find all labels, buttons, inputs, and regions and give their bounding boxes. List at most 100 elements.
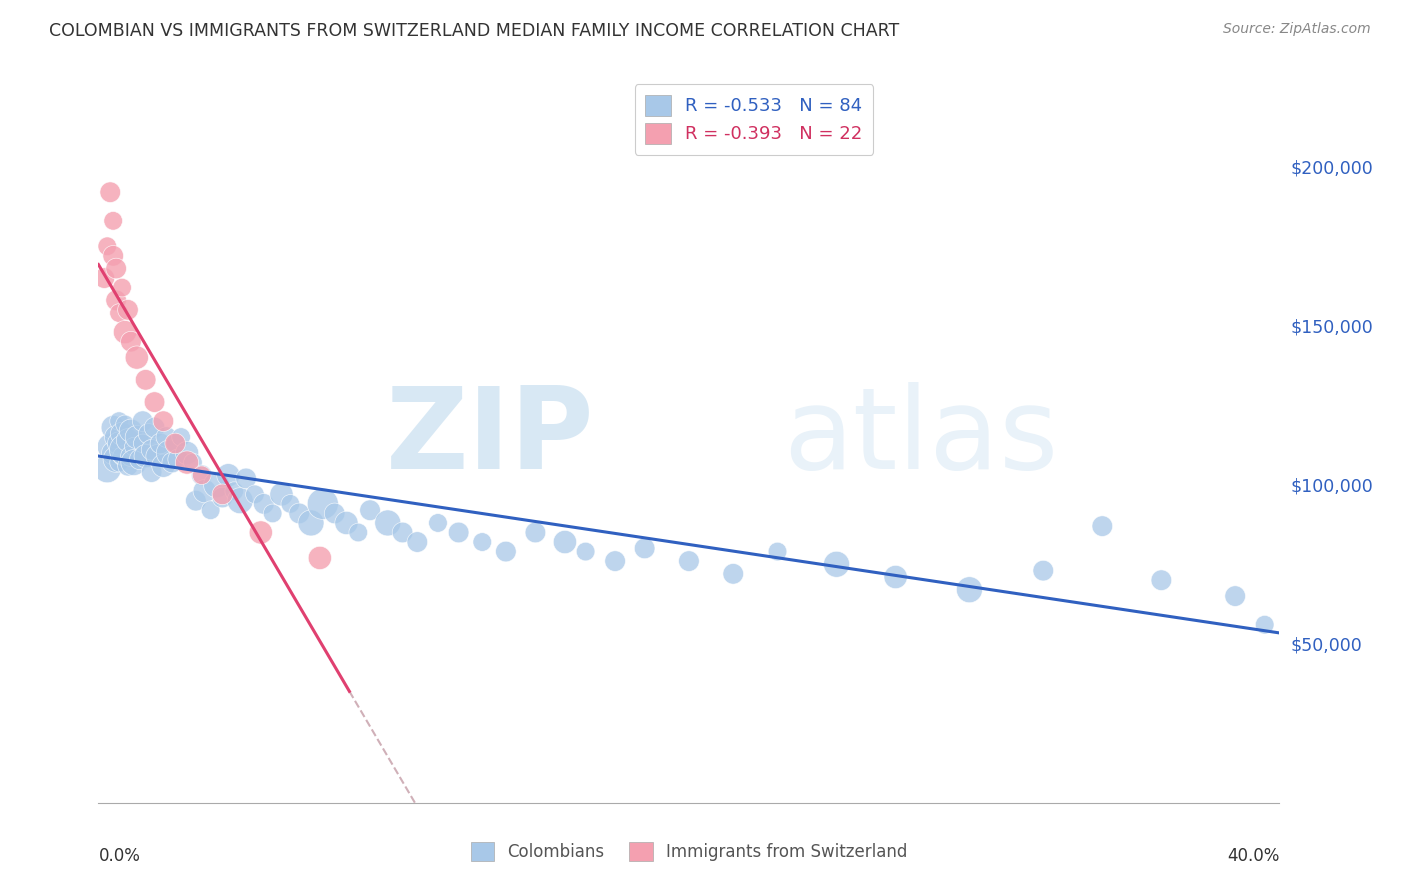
Point — [605, 554, 627, 568]
Point — [93, 271, 115, 285]
Point — [309, 550, 332, 565]
Point — [120, 334, 142, 349]
Point — [132, 436, 155, 450]
Point — [165, 436, 187, 450]
Point — [135, 449, 157, 463]
Point — [299, 516, 322, 530]
Point — [108, 414, 131, 428]
Point — [181, 456, 204, 470]
Point — [347, 525, 370, 540]
Point — [120, 424, 142, 438]
Point — [471, 535, 494, 549]
Point — [575, 544, 598, 558]
Point — [108, 306, 131, 320]
Point — [554, 535, 576, 549]
Point — [141, 465, 163, 479]
Point — [111, 426, 134, 441]
Point — [105, 293, 128, 308]
Point — [1150, 573, 1173, 587]
Point — [122, 440, 145, 454]
Point — [117, 458, 139, 473]
Point — [128, 452, 150, 467]
Text: Source: ZipAtlas.com: Source: ZipAtlas.com — [1223, 22, 1371, 37]
Point — [157, 446, 180, 460]
Point — [678, 554, 700, 568]
Point — [108, 456, 131, 470]
Point — [200, 503, 222, 517]
Point — [288, 507, 311, 521]
Point — [524, 525, 547, 540]
Point — [117, 302, 139, 317]
Point — [391, 525, 413, 540]
Point — [1225, 589, 1247, 603]
Point — [184, 493, 207, 508]
Point — [406, 535, 429, 549]
Point — [114, 417, 136, 432]
Point — [114, 325, 136, 339]
Point — [176, 446, 198, 460]
Text: atlas: atlas — [783, 382, 1059, 492]
Point — [135, 373, 157, 387]
Point — [162, 456, 183, 470]
Point — [125, 351, 148, 365]
Point — [98, 440, 121, 454]
Point — [105, 430, 128, 444]
Text: 0.0%: 0.0% — [98, 847, 141, 864]
Point — [1032, 564, 1054, 578]
Point — [152, 414, 174, 428]
Point — [884, 570, 907, 584]
Point — [211, 487, 233, 501]
Point — [825, 558, 848, 572]
Point — [280, 497, 302, 511]
Point — [959, 582, 981, 597]
Point — [211, 491, 233, 505]
Point — [217, 468, 239, 483]
Point — [103, 249, 125, 263]
Point — [253, 497, 276, 511]
Point — [149, 436, 172, 450]
Point — [235, 471, 257, 485]
Point — [105, 261, 128, 276]
Point — [143, 420, 166, 434]
Legend: Colombians, Immigrants from Switzerland: Colombians, Immigrants from Switzerland — [464, 835, 914, 868]
Point — [146, 449, 169, 463]
Point — [243, 487, 266, 501]
Point — [155, 430, 177, 444]
Point — [495, 544, 517, 558]
Point — [103, 446, 125, 460]
Point — [723, 566, 745, 581]
Point — [224, 484, 246, 499]
Point — [103, 420, 125, 434]
Point — [377, 516, 399, 530]
Y-axis label: Median Family Income: Median Family Income — [0, 347, 7, 527]
Point — [96, 239, 118, 253]
Point — [114, 442, 136, 457]
Point — [132, 414, 155, 428]
Point — [111, 280, 134, 294]
Point — [191, 468, 214, 483]
Point — [141, 442, 163, 457]
Text: COLOMBIAN VS IMMIGRANTS FROM SWITZERLAND MEDIAN FAMILY INCOME CORRELATION CHART: COLOMBIAN VS IMMIGRANTS FROM SWITZERLAND… — [49, 22, 900, 40]
Point — [117, 434, 139, 448]
Point — [634, 541, 657, 556]
Point — [98, 185, 121, 199]
Point — [176, 456, 198, 470]
Point — [766, 544, 789, 558]
Point — [170, 430, 193, 444]
Point — [270, 487, 292, 501]
Point — [427, 516, 450, 530]
Point — [125, 430, 148, 444]
Point — [359, 503, 381, 517]
Point — [108, 436, 131, 450]
Point — [262, 507, 284, 521]
Point — [103, 214, 125, 228]
Point — [1254, 617, 1277, 632]
Point — [205, 477, 228, 491]
Text: ZIP: ZIP — [387, 382, 595, 492]
Point — [312, 497, 335, 511]
Point — [447, 525, 470, 540]
Point — [323, 507, 346, 521]
Point — [191, 468, 214, 483]
Point — [1091, 519, 1114, 533]
Point — [194, 484, 217, 499]
